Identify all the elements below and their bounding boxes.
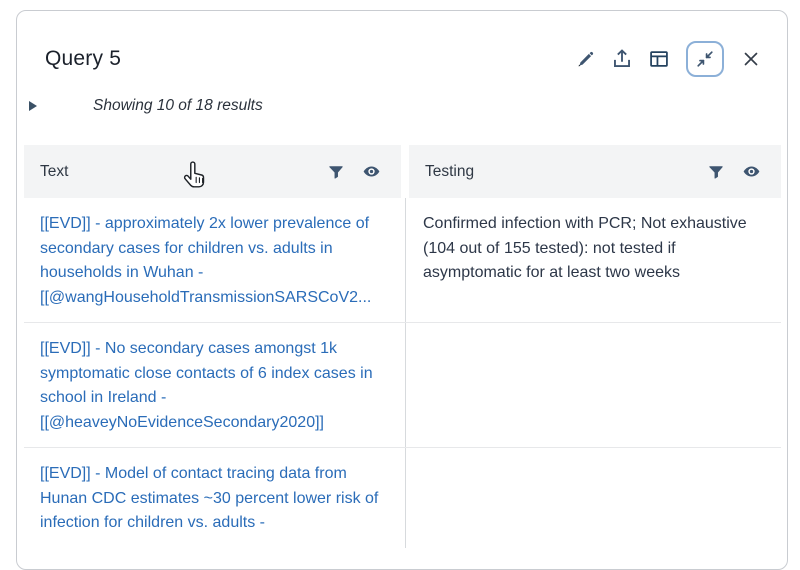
text-cell-link[interactable]: [[EVD]] - approximately 2x lower prevale… (40, 215, 372, 306)
table-row: [[EVD]] - Model of contact tracing data … (24, 447, 781, 548)
table-body: [[EVD]] - approximately 2x lower prevale… (24, 198, 781, 548)
table-view-button[interactable] (647, 47, 671, 71)
export-button[interactable] (610, 47, 634, 71)
show-hide-button[interactable] (361, 162, 381, 182)
panel-toolbar (573, 41, 763, 77)
column-header-text: Text (24, 145, 401, 198)
page-title: Query 5 (45, 47, 122, 70)
column-label: Testing (425, 162, 475, 180)
edit-icon (575, 49, 596, 70)
close-button[interactable] (739, 47, 763, 71)
table-row: [[EVD]] - approximately 2x lower prevale… (24, 198, 781, 322)
filter-icon (707, 163, 725, 181)
expand-chevron-icon[interactable] (29, 101, 37, 111)
results-summary: Showing 10 of 18 results (93, 97, 263, 114)
text-cell-link[interactable]: [[EVD]] - No secondary cases amongst 1k … (40, 340, 373, 431)
table-row: [[EVD]] - No secondary cases amongst 1k … (24, 322, 781, 447)
column-label: Text (40, 162, 69, 180)
filter-icon (327, 163, 345, 181)
table-header-row: Text (24, 145, 781, 198)
testing-cell (405, 448, 781, 548)
show-hide-button[interactable] (741, 162, 761, 182)
column-header-testing: Testing (409, 145, 781, 198)
query-panel: Query 5 (16, 10, 788, 570)
close-icon (741, 49, 761, 69)
filter-button[interactable] (706, 162, 726, 182)
panel-header: Query 5 (17, 11, 787, 77)
export-icon (611, 48, 633, 70)
results-table: Text (24, 145, 781, 548)
table-view-icon (648, 48, 670, 70)
collapse-icon (695, 49, 715, 69)
eye-icon (361, 161, 382, 182)
edit-button[interactable] (573, 47, 597, 71)
filter-button[interactable] (326, 162, 346, 182)
testing-cell: Confirmed infection with PCR; Not exhaus… (405, 198, 781, 322)
testing-cell (405, 323, 781, 447)
collapse-button[interactable] (686, 41, 724, 77)
text-cell-link[interactable]: [[EVD]] - Model of contact tracing data … (40, 465, 379, 531)
results-summary-row: Showing 10 of 18 results (17, 97, 787, 115)
eye-icon (741, 161, 762, 182)
